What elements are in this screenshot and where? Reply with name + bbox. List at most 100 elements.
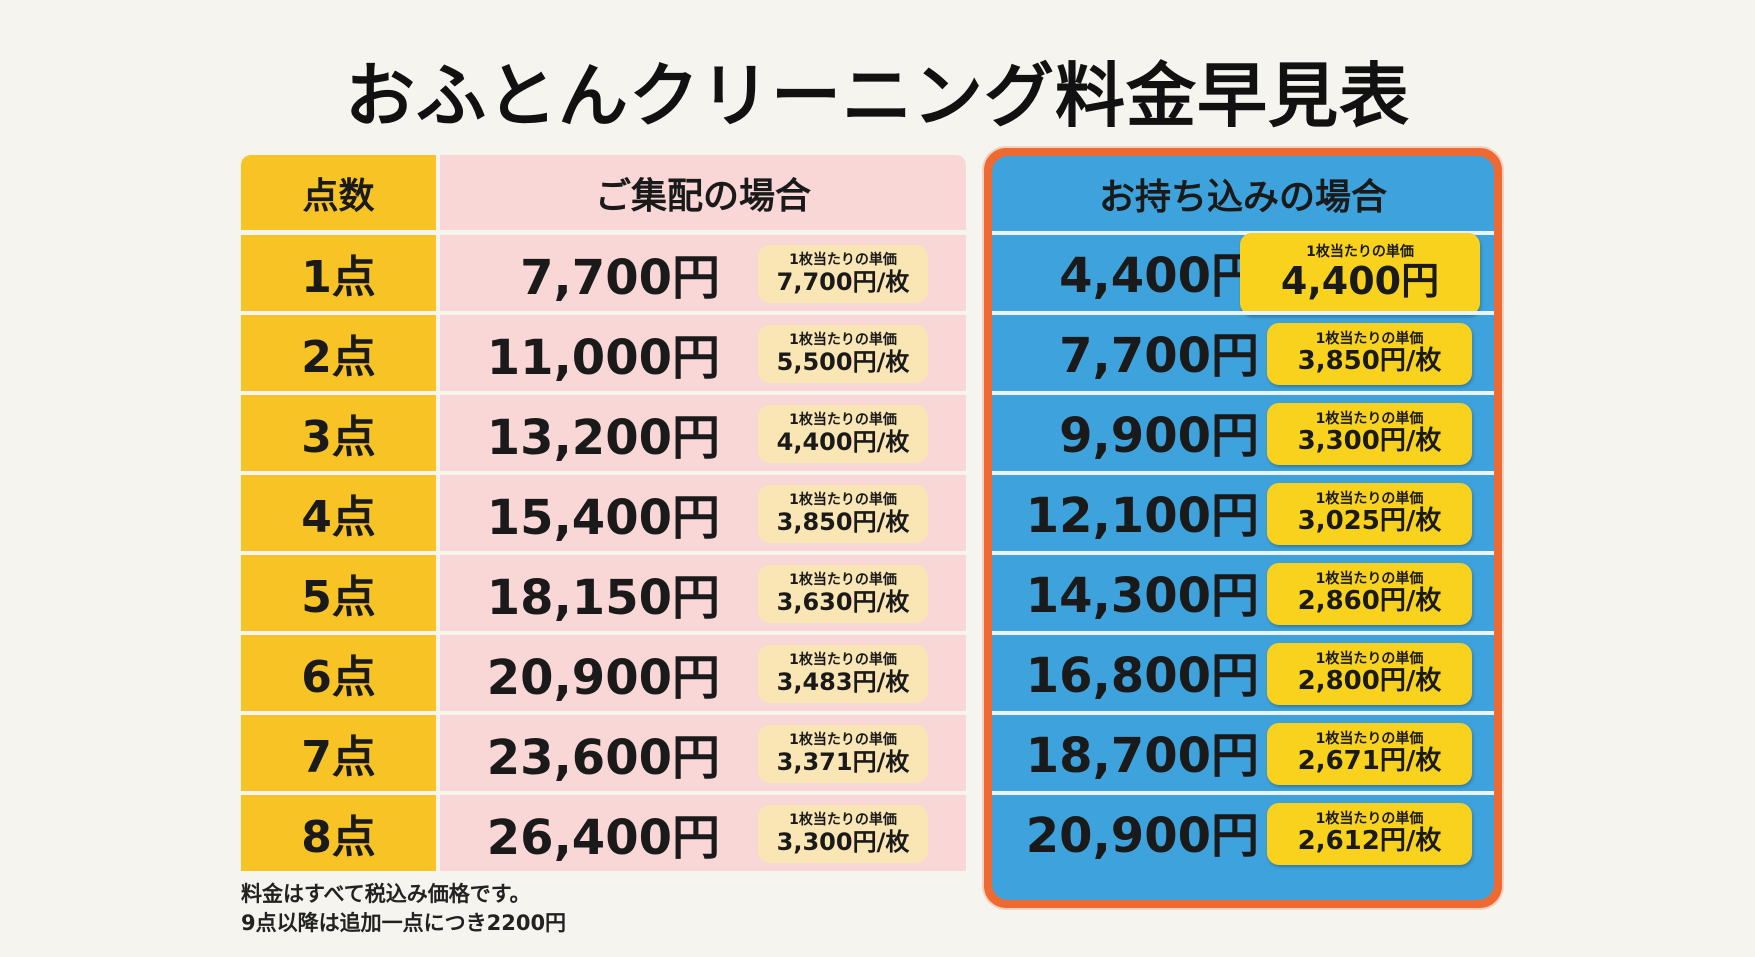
unit-caption: 1枚当たりの単価: [1315, 731, 1424, 747]
delivery-unit-badge: 1枚当たりの単価 7,700円/枚: [758, 245, 928, 303]
unit-caption: 1枚当たりの単価: [789, 252, 897, 269]
pickup-price: 16,800円: [1025, 648, 1259, 704]
delivery-price: 7,700円: [520, 250, 720, 306]
pickup-row: 9,900円 1枚当たりの単価 3,300円/枚: [992, 391, 1494, 467]
pickup-price: 14,300円: [1025, 568, 1259, 624]
delivery-price: 18,150円: [486, 570, 720, 626]
unit-caption: 1枚当たりの単価: [1315, 811, 1424, 827]
pickup-row: 4,400円 1枚当たりの単価 4,400円: [992, 231, 1494, 315]
tax-note: 料金はすべて税込み価格です。: [241, 882, 531, 906]
delivery-unit-badge: 1枚当たりの単価 5,500円/枚: [758, 325, 928, 383]
points-cell: 1点: [241, 235, 436, 311]
delivery-row: 5点 18,150円 1枚当たりの単価 3,630円/枚: [241, 555, 966, 631]
pickup-column-header: お持ち込みの場合: [1098, 176, 1387, 218]
delivery-cell: 18,150円 1枚当たりの単価 3,630円/枚: [440, 555, 966, 631]
unit-caption: 1枚当たりの単価: [789, 412, 897, 429]
pickup-row: 14,300円 1枚当たりの単価 2,860円/枚: [992, 551, 1494, 627]
points-cell: 7点: [241, 715, 436, 791]
pickup-unit-price: 3,850円/枚: [1297, 346, 1442, 377]
delivery-unit-badge: 1枚当たりの単価 3,850円/枚: [758, 485, 928, 543]
delivery-unit-price: 4,400円/枚: [776, 427, 910, 456]
delivery-row: 2点 11,000円 1枚当たりの単価 5,500円/枚: [241, 315, 966, 391]
delivery-unit-badge: 1枚当たりの単価 3,483円/枚: [758, 645, 928, 703]
pickup-unit-price: 3,025円/枚: [1297, 506, 1442, 537]
delivery-row: 7点 23,600円 1枚当たりの単価 3,371円/枚: [241, 715, 966, 791]
points-cell: 6点: [241, 635, 436, 711]
pickup-unit-badge: 1枚当たりの単価 3,850円/枚: [1267, 323, 1472, 385]
pickup-unit-price: 2,800円/枚: [1297, 666, 1442, 697]
pickup-price: 18,700円: [1025, 728, 1259, 784]
pickup-price: 20,900円: [1025, 808, 1259, 864]
delivery-unit-badge: 1枚当たりの単価 4,400円/枚: [758, 405, 928, 463]
delivery-unit-badge: 1枚当たりの単価 3,630円/枚: [758, 565, 928, 623]
pickup-unit-badge: 1枚当たりの単価 3,025円/枚: [1267, 483, 1472, 545]
delivery-cell: 23,600円 1枚当たりの単価 3,371円/枚: [440, 715, 966, 791]
unit-caption: 1枚当たりの単価: [1315, 651, 1424, 667]
unit-caption: 1枚当たりの単価: [789, 492, 897, 509]
delivery-unit-price: 3,850円/枚: [776, 507, 910, 536]
pickup-unit-badge: 1枚当たりの単価 2,612円/枚: [1267, 803, 1472, 865]
delivery-cell: 13,200円 1枚当たりの単価 4,400円/枚: [440, 395, 966, 471]
delivery-unit-price: 7,700円/枚: [776, 267, 910, 296]
points-cell: 8点: [241, 795, 436, 871]
unit-caption: 1枚当たりの単価: [1315, 331, 1424, 347]
pickup-unit-price: 3,300円/枚: [1297, 426, 1442, 457]
pickup-price: 7,700円: [1059, 328, 1259, 384]
delivery-price: 13,200円: [486, 410, 720, 466]
delivery-price: 26,400円: [486, 810, 720, 866]
pickup-unit-price: 2,860円/枚: [1297, 586, 1442, 617]
delivery-unit-price: 5,500円/枚: [776, 347, 910, 376]
delivery-cell: 26,400円 1枚当たりの単価 3,300円/枚: [440, 795, 966, 871]
unit-caption: 1枚当たりの単価: [1315, 411, 1424, 427]
pickup-unit-price: 2,671円/枚: [1297, 746, 1442, 777]
pickup-unit-badge: 1枚当たりの単価 2,800円/枚: [1267, 643, 1472, 705]
delivery-unit-price: 3,371円/枚: [776, 747, 910, 776]
pickup-unit-price: 4,400円: [1280, 258, 1440, 303]
unit-caption: 1枚当たりの単価: [1315, 571, 1424, 587]
delivery-unit-price: 3,630円/枚: [776, 587, 910, 616]
unit-caption: 1枚当たりの単価: [789, 572, 897, 589]
pickup-row: 18,700円 1枚当たりの単価 2,671円/枚: [992, 711, 1494, 787]
delivery-price: 11,000円: [486, 330, 720, 386]
delivery-column-header: ご集配の場合: [440, 155, 966, 230]
pickup-price: 4,400円: [1059, 248, 1259, 304]
pickup-row: 7,700円 1枚当たりの単価 3,850円/枚: [992, 311, 1494, 387]
points-cell: 2点: [241, 315, 436, 391]
delivery-unit-badge: 1枚当たりの単価 3,371円/枚: [758, 725, 928, 783]
delivery-row: 8点 26,400円 1枚当たりの単価 3,300円/枚: [241, 795, 966, 871]
pickup-price-panel: お持ち込みの場合 4,400円 1枚当たりの単価 4,400円 7,700円 1枚当たり…: [984, 148, 1502, 908]
delivery-price: 15,400円: [486, 490, 720, 546]
delivery-unit-badge: 1枚当たりの単価 3,300円/枚: [758, 805, 928, 863]
footnotes: 料金はすべて税込み価格です。 9点以降は追加一点につき2200円: [241, 880, 566, 939]
unit-caption: 1枚当たりの単価: [1315, 491, 1424, 507]
delivery-price: 20,900円: [486, 650, 720, 706]
points-column-header: 点数: [241, 155, 436, 230]
delivery-row: 1点 7,700円 1枚当たりの単価 7,700円/枚: [241, 235, 966, 311]
delivery-cell: 20,900円 1枚当たりの単価 3,483円/枚: [440, 635, 966, 711]
pickup-unit-badge: 1枚当たりの単価 3,300円/枚: [1267, 403, 1472, 465]
delivery-row: 3点 13,200円 1枚当たりの単価 4,400円/枚: [241, 395, 966, 471]
unit-caption: 1枚当たりの単価: [789, 812, 897, 829]
delivery-unit-price: 3,483円/枚: [776, 667, 910, 696]
delivery-row: 4点 15,400円 1枚当たりの単価 3,850円/枚: [241, 475, 966, 551]
pickup-unit-price: 2,612円/枚: [1297, 826, 1442, 857]
delivery-cell: 7,700円 1枚当たりの単価 7,700円/枚: [440, 235, 966, 311]
delivery-row: 6点 20,900円 1枚当たりの単価 3,483円/枚: [241, 635, 966, 711]
delivery-cell: 15,400円 1枚当たりの単価 3,850円/枚: [440, 475, 966, 551]
pickup-row: 12,100円 1枚当たりの単価 3,025円/枚: [992, 471, 1494, 547]
points-cell: 4点: [241, 475, 436, 551]
additional-item-note: 9点以降は追加一点につき2200円: [241, 911, 567, 936]
pickup-row: 16,800円 1枚当たりの単価 2,800円/枚: [992, 631, 1494, 707]
pickup-price: 9,900円: [1059, 408, 1259, 464]
points-cell: 5点: [241, 555, 436, 631]
unit-caption: 1枚当たりの単価: [789, 732, 897, 749]
points-cell: 3点: [241, 395, 436, 471]
pickup-unit-badge: 1枚当たりの単価 4,400円: [1240, 233, 1480, 315]
page-title: おふとんクリーニング料金早見表: [345, 55, 1410, 137]
unit-caption: 1枚当たりの単価: [1306, 244, 1414, 261]
pickup-unit-badge: 1枚当たりの単価 2,860円/枚: [1267, 563, 1472, 625]
delivery-price-table: 点数 ご集配の場合 1点 7,700円 1枚当たりの単価 7,700円/枚 2点 11,0…: [241, 155, 966, 871]
unit-caption: 1枚当たりの単価: [789, 652, 897, 669]
delivery-unit-price: 3,300円/枚: [776, 827, 910, 856]
pickup-price: 12,100円: [1025, 488, 1259, 544]
